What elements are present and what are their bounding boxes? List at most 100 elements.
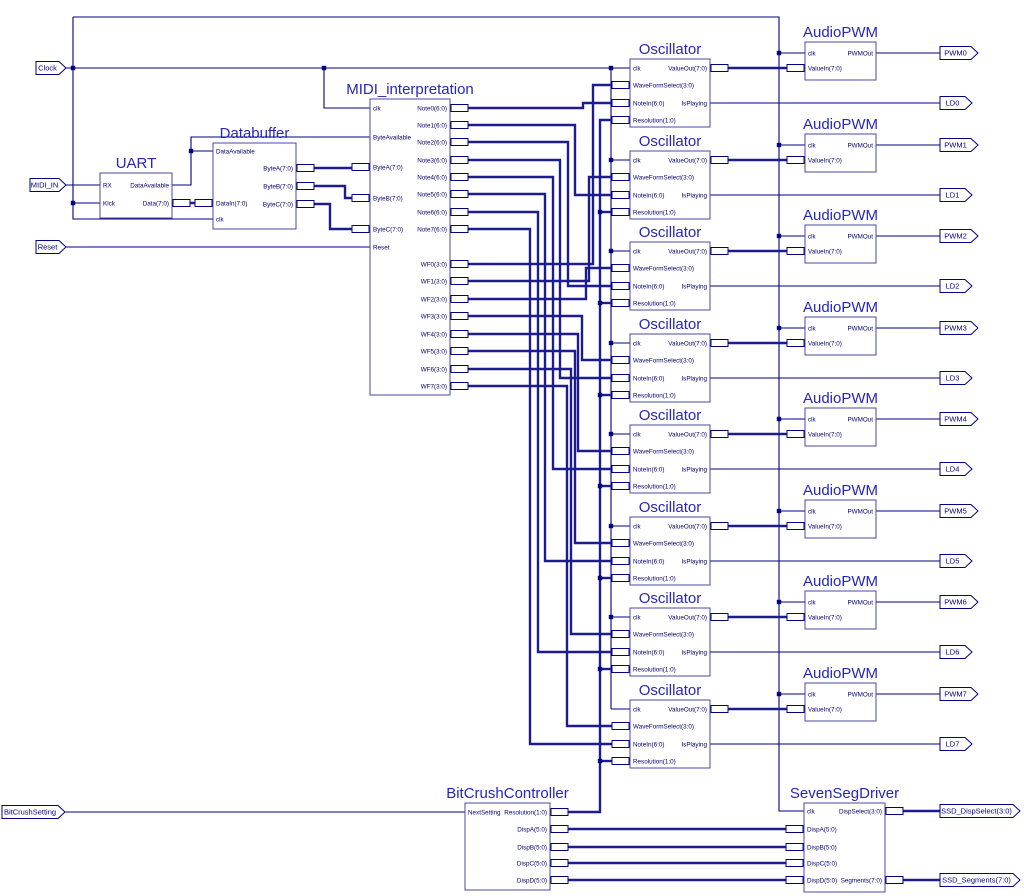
- bus-wire[interactable]: [467, 227, 613, 746]
- port-output-pwm7[interactable]: [939, 687, 979, 701]
- port-output-pwm6[interactable]: [939, 595, 979, 609]
- sevenseg-driver-block[interactable]: [803, 802, 886, 893]
- bus-wire[interactable]: [467, 332, 613, 453]
- port-output-ld5[interactable]: [939, 554, 973, 568]
- oscillator-1-block[interactable]: [629, 58, 711, 128]
- port-output-ld1[interactable]: [939, 188, 973, 202]
- port-output-ld7-label: LD7: [946, 740, 960, 749]
- bus-wire[interactable]: [467, 266, 613, 301]
- audio-pwm-1-block[interactable]: [804, 41, 877, 81]
- bus-tap: [450, 260, 469, 268]
- bus-tap: [611, 630, 630, 638]
- oscillator-7-block[interactable]: [629, 607, 711, 677]
- bus-wire[interactable]: [467, 367, 613, 636]
- oscillator-4-block[interactable]: [629, 333, 711, 403]
- oscillator-3-pin-ValueOut(7:0): ValueOut(7:0): [668, 248, 707, 255]
- wire[interactable]: [73, 16, 804, 812]
- bus-wire[interactable]: [467, 192, 613, 563]
- port-output-pwm5[interactable]: [939, 504, 979, 518]
- bus-wire[interactable]: [467, 384, 613, 728]
- audio-pwm-8-block[interactable]: [804, 682, 877, 722]
- port-output-pwm0-label: PWM0: [944, 49, 967, 58]
- oscillator-5-pin-NoteIn(6:0): NoteIn(6:0): [633, 466, 665, 473]
- oscillator-3-title: Oscillator: [639, 224, 702, 241]
- bus-tap: [710, 156, 729, 164]
- midi-interpretation-block[interactable]: [369, 98, 451, 396]
- audio-pwm-2-block[interactable]: [804, 133, 877, 173]
- audio-pwm-8-pin-PWMOut: PWMOut: [847, 691, 873, 698]
- port-input-bitcrushsetting[interactable]: [1, 805, 66, 819]
- bus-tap: [550, 876, 569, 884]
- junction-dot: [776, 325, 782, 331]
- audio-pwm-5-block[interactable]: [804, 407, 877, 447]
- port-output-ld6[interactable]: [939, 645, 973, 659]
- midi-interpretation-pin-WF5(3:0): WF5(3:0): [421, 348, 447, 355]
- oscillator-7-pin-Resolution(1:0): Resolution(1:0): [633, 666, 676, 673]
- port-input-reset-label: Reset: [38, 243, 59, 252]
- audio-pwm-4-block[interactable]: [804, 316, 877, 356]
- bus-wire[interactable]: [467, 314, 613, 362]
- oscillator-3-block[interactable]: [629, 241, 711, 311]
- bus-wire[interactable]: [467, 158, 613, 380]
- bus-wire[interactable]: [467, 349, 613, 545]
- oscillator-2-title: Oscillator: [639, 133, 702, 150]
- port-output-ld2[interactable]: [939, 279, 973, 293]
- wire[interactable]: [72, 17, 213, 220]
- bus-wire[interactable]: [467, 83, 613, 266]
- bus-tap: [450, 190, 469, 198]
- port-output-pwm3[interactable]: [939, 321, 979, 335]
- port-input-reset[interactable]: [35, 240, 67, 254]
- bus-wire[interactable]: [467, 175, 613, 471]
- sevenseg-driver-pin-Segments(7:0): Segments(7:0): [841, 877, 882, 884]
- oscillator-1-pin-WaveFormSelect(3:0): WaveFormSelect(3:0): [633, 82, 694, 89]
- junction-dot: [608, 248, 614, 254]
- bus-wire[interactable]: [467, 123, 613, 197]
- audio-pwm-7-block[interactable]: [804, 590, 877, 630]
- bus-tap: [550, 843, 569, 851]
- port-input-clock[interactable]: [35, 61, 67, 75]
- oscillator-2-pin-IsPlaying: IsPlaying: [681, 192, 707, 199]
- port-output-pwm3-label: PWM3: [944, 324, 967, 333]
- port-output-ld4[interactable]: [939, 462, 973, 476]
- port-output-ld3[interactable]: [939, 371, 973, 385]
- oscillator-5-block[interactable]: [629, 424, 711, 494]
- port-output-pwm2[interactable]: [939, 229, 979, 243]
- oscillator-2-pin-ValueOut(7:0): ValueOut(7:0): [668, 157, 707, 164]
- oscillator-2-block[interactable]: [629, 150, 711, 220]
- bus-tap: [611, 648, 630, 656]
- bus-tap: [611, 740, 630, 748]
- audio-pwm-6-block[interactable]: [804, 499, 877, 539]
- oscillator-4-pin-Resolution(1:0): Resolution(1:0): [633, 392, 676, 399]
- audio-pwm-8-pin-ValueIn(7:0): ValueIn(7:0): [808, 706, 842, 713]
- oscillator-1-pin-IsPlaying: IsPlaying: [681, 100, 707, 107]
- wire[interactable]: [323, 68, 370, 109]
- audio-pwm-3-block[interactable]: [804, 224, 877, 264]
- midi-interpretation-pin-Note4(6:0): Note4(6:0): [417, 174, 447, 181]
- bus-wire[interactable]: [467, 101, 613, 110]
- uart-block[interactable]: [99, 172, 173, 219]
- port-output-pwm4[interactable]: [939, 412, 979, 426]
- oscillator-6-block[interactable]: [629, 516, 711, 586]
- bus-wire[interactable]: [567, 118, 613, 814]
- bus-wire[interactable]: [467, 175, 613, 283]
- bitcrush-controller-block[interactable]: [464, 802, 551, 891]
- port-output-pwm1[interactable]: [939, 138, 979, 152]
- bus-wire[interactable]: [467, 140, 613, 288]
- audio-pwm-1-title: AudioPWM: [803, 24, 878, 41]
- wire[interactable]: [172, 136, 370, 186]
- port-output-pwm0[interactable]: [939, 46, 979, 60]
- midi-interpretation-pin-ByteAvailable: ByteAvailable: [373, 134, 412, 141]
- databuffer-block[interactable]: [212, 142, 297, 230]
- port-output-ssd-dispselect-3-0-[interactable]: [939, 804, 1021, 818]
- port-output-ssd-segments-7-0-[interactable]: [939, 873, 1021, 887]
- port-output-ld0[interactable]: [939, 96, 973, 110]
- port-output-ld7[interactable]: [939, 737, 973, 751]
- audio-pwm-7-title: AudioPWM: [803, 573, 878, 590]
- audio-pwm-8-title: AudioPWM: [803, 665, 878, 682]
- port-input-midi-in[interactable]: [29, 178, 67, 192]
- bus-wire[interactable]: [467, 210, 613, 654]
- bus-tap: [785, 843, 804, 851]
- oscillator-5-pin-WaveFormSelect(3:0): WaveFormSelect(3:0): [633, 448, 694, 455]
- oscillator-6-pin-NoteIn(6:0): NoteIn(6:0): [633, 558, 665, 565]
- oscillator-8-block[interactable]: [629, 699, 711, 769]
